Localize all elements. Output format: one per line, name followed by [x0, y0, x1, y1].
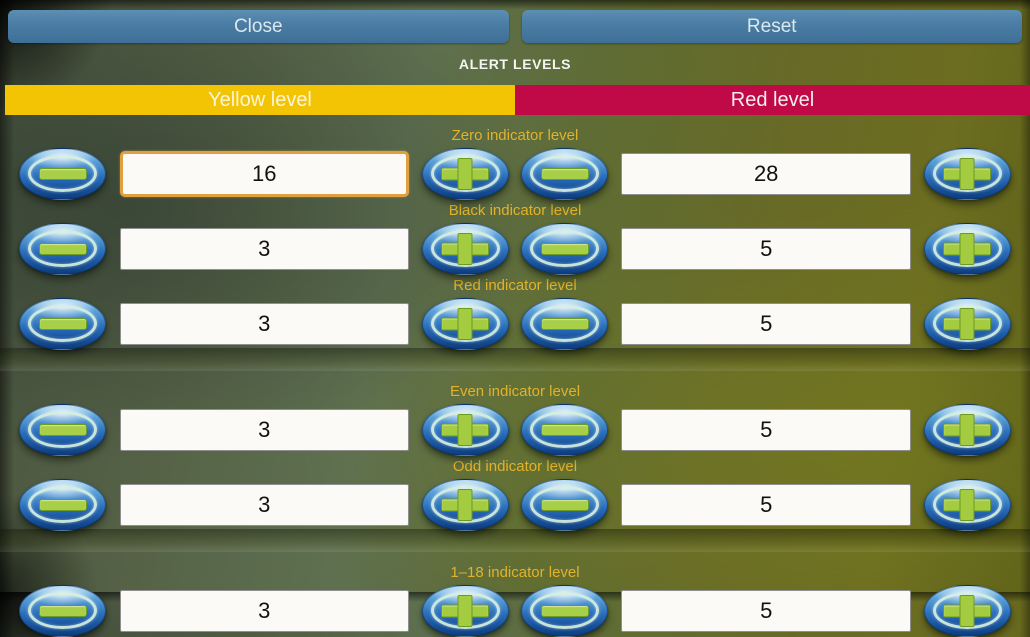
red-level-input[interactable]: [621, 153, 912, 195]
red-level-header: Red level: [515, 85, 1030, 115]
plus-icon: [441, 414, 489, 446]
indicator-block-even: Even indicator level: [0, 383, 1030, 456]
indicator-label: Even indicator level: [449, 383, 581, 400]
yellow-increment-button[interactable]: [421, 223, 509, 275]
indicator-block-black: Black indicator level: [0, 202, 1030, 275]
indicator-block-red: Red indicator level: [0, 277, 1030, 350]
yellow-level-input[interactable]: [119, 303, 409, 345]
red-decrement-button[interactable]: [521, 298, 609, 350]
minus-icon: [38, 605, 87, 617]
minus-icon: [38, 168, 87, 180]
minus-icon: [540, 243, 589, 255]
indicator-label: Black indicator level: [448, 202, 582, 219]
indicator-block-odd: Odd indicator level: [0, 458, 1030, 531]
plus-icon: [943, 489, 991, 521]
yellow-decrement-button[interactable]: [19, 223, 106, 275]
red-increment-button[interactable]: [923, 585, 1011, 637]
plus-icon: [943, 595, 991, 627]
alert-levels-screen: { "topbar": { "close_label": "Close", "r…: [0, 0, 1030, 592]
indicator-row: [0, 223, 1030, 275]
minus-icon: [38, 499, 87, 511]
minus-icon: [540, 605, 589, 617]
red-decrement-button[interactable]: [521, 585, 609, 637]
red-decrement-button[interactable]: [521, 479, 609, 531]
yellow-increment-button[interactable]: [421, 585, 509, 637]
minus-icon: [38, 318, 87, 330]
yellow-decrement-button[interactable]: [19, 585, 106, 637]
yellow-decrement-button[interactable]: [19, 148, 106, 200]
plus-icon: [441, 595, 489, 627]
minus-icon: [540, 168, 589, 180]
minus-icon: [540, 318, 589, 330]
minus-icon: [38, 424, 87, 436]
level-column-headers: Yellow level Red level: [0, 85, 1030, 115]
indicator-block-1-18: 1–18 indicator level: [0, 564, 1030, 637]
plus-icon: [943, 414, 991, 446]
red-decrement-button[interactable]: [521, 148, 609, 200]
yellow-level-input[interactable]: [119, 228, 409, 270]
indicator-label: Zero indicator level: [451, 127, 579, 144]
plus-icon: [441, 489, 489, 521]
yellow-increment-button[interactable]: [421, 298, 509, 350]
yellow-level-input[interactable]: [119, 151, 409, 197]
plus-icon: [441, 308, 489, 340]
plus-icon: [943, 308, 991, 340]
yellow-level-input[interactable]: [119, 484, 409, 526]
red-increment-button[interactable]: [923, 223, 1011, 275]
red-level-input[interactable]: [621, 303, 912, 345]
yellow-level-input[interactable]: [119, 590, 409, 632]
red-level-input[interactable]: [621, 590, 912, 632]
plus-icon: [441, 233, 489, 265]
yellow-increment-button[interactable]: [421, 479, 509, 531]
close-button[interactable]: Close: [8, 10, 509, 43]
red-decrement-button[interactable]: [521, 223, 609, 275]
indicator-row: [0, 148, 1030, 200]
yellow-level-input[interactable]: [119, 409, 409, 451]
minus-icon: [540, 499, 589, 511]
reset-button[interactable]: Reset: [521, 10, 1022, 43]
group-divider: [0, 529, 1030, 552]
yellow-increment-button[interactable]: [421, 404, 509, 456]
red-level-input[interactable]: [621, 409, 912, 451]
top-button-bar: Close Reset: [0, 0, 1030, 43]
red-increment-button[interactable]: [923, 404, 1011, 456]
red-increment-button[interactable]: [923, 148, 1011, 200]
plus-icon: [943, 233, 991, 265]
indicator-label: Red indicator level: [453, 277, 577, 294]
red-level-input[interactable]: [621, 484, 912, 526]
minus-icon: [540, 424, 589, 436]
red-level-input[interactable]: [621, 228, 912, 270]
page-title: ALERT LEVELS: [458, 56, 572, 72]
yellow-decrement-button[interactable]: [19, 479, 106, 531]
indicator-label: 1–18 indicator level: [450, 564, 580, 581]
indicator-row: [0, 298, 1030, 350]
indicator-block-zero: Zero indicator level: [0, 127, 1030, 200]
yellow-decrement-button[interactable]: [19, 298, 106, 350]
plus-icon: [943, 158, 991, 190]
yellow-decrement-button[interactable]: [19, 404, 106, 456]
group-divider: [0, 348, 1030, 371]
plus-icon: [441, 158, 489, 190]
minus-icon: [38, 243, 87, 255]
red-increment-button[interactable]: [923, 479, 1011, 531]
indicator-label: Odd indicator level: [452, 458, 578, 475]
indicator-row: [0, 479, 1030, 531]
indicator-row: [0, 404, 1030, 456]
red-decrement-button[interactable]: [521, 404, 609, 456]
yellow-level-header: Yellow level: [5, 85, 515, 115]
yellow-increment-button[interactable]: [421, 148, 509, 200]
indicator-row: [0, 585, 1030, 637]
red-increment-button[interactable]: [923, 298, 1011, 350]
